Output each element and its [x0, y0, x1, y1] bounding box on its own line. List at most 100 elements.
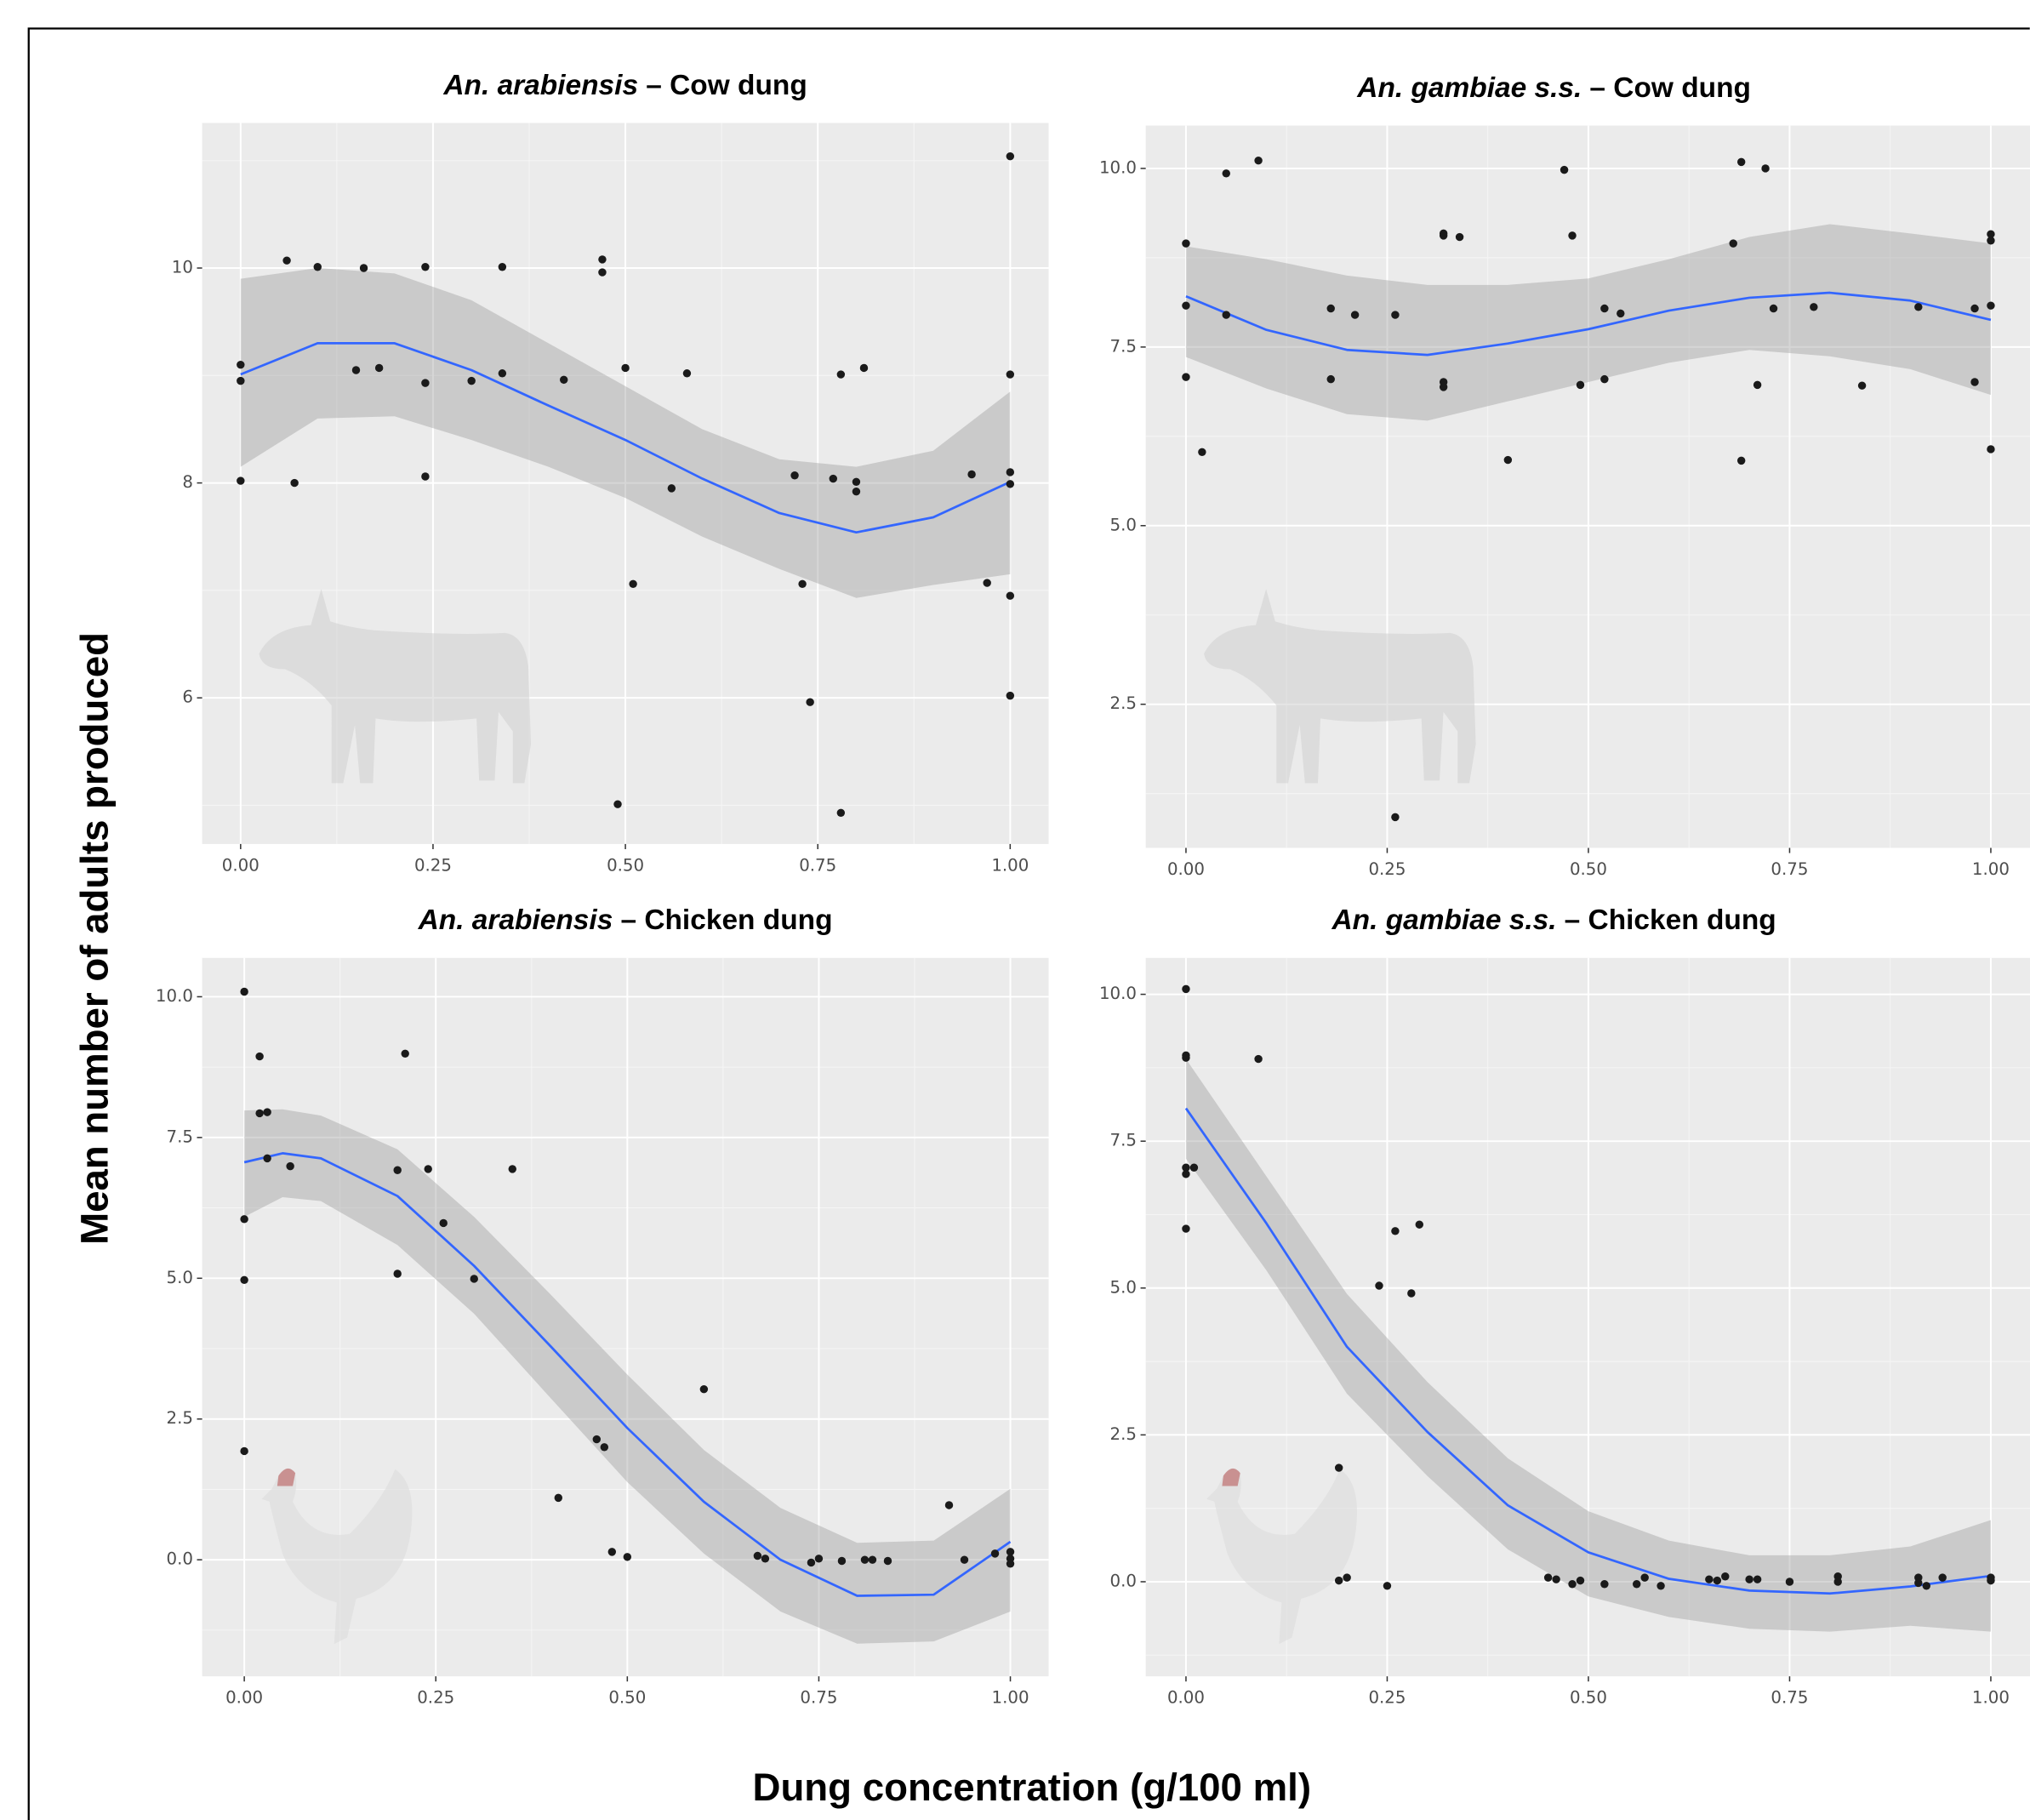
data-point	[683, 369, 691, 377]
data-point	[1560, 166, 1568, 174]
panel-title-species: An. arabiensis	[442, 70, 638, 101]
y-tick-label: 2.5	[1110, 1424, 1137, 1444]
y-tick-label: 7.5	[167, 1127, 193, 1146]
x-tick-label: 0.25	[1368, 859, 1406, 879]
data-point	[421, 263, 429, 271]
data-point	[1254, 1055, 1262, 1063]
data-point	[1456, 233, 1463, 241]
data-point	[1753, 381, 1761, 389]
data-point	[1006, 1560, 1014, 1567]
y-tick-label: 0.0	[1110, 1571, 1137, 1590]
data-point	[1970, 378, 1978, 385]
data-point	[1600, 1580, 1608, 1588]
page: {"xlabel": "Dung concentration (g/100 ml…	[0, 0, 2030, 1820]
data-point	[237, 377, 244, 385]
data-point	[798, 580, 806, 588]
data-point	[1182, 1053, 1189, 1061]
x-tick-label: 0.50	[1570, 1687, 1607, 1707]
y-tick-label: 2.5	[1110, 693, 1137, 713]
data-point	[1416, 1221, 1423, 1229]
data-point	[807, 1559, 815, 1566]
data-point	[983, 579, 990, 586]
y-tick-label: 6	[182, 687, 193, 707]
data-point	[1970, 305, 1978, 312]
data-point	[314, 263, 322, 271]
x-axis-label: Dung concentration (g/100 ml)	[752, 1766, 1311, 1809]
x-tick-label: 0.50	[1570, 859, 1607, 879]
panel-title: An. gambiae s.s.– Chicken dung	[1331, 904, 1776, 936]
data-point	[1182, 1224, 1189, 1232]
data-point	[1391, 813, 1399, 821]
data-point	[1568, 1580, 1576, 1588]
data-point	[1182, 373, 1189, 380]
panel-title: An. gambiae s.s.– Cow dung	[1356, 72, 1751, 104]
panel-title: An. arabiensis– Chicken dung	[418, 904, 833, 936]
data-point	[1327, 375, 1335, 383]
data-point	[598, 268, 606, 276]
data-point	[240, 1447, 248, 1455]
data-point	[1914, 1579, 1922, 1587]
x-tick-label: 0.00	[225, 1687, 263, 1707]
data-point	[1938, 1573, 1946, 1581]
data-point	[263, 1155, 271, 1162]
data-point	[421, 472, 429, 480]
data-point	[1343, 1573, 1350, 1581]
x-tick-label: 0.50	[608, 1687, 646, 1707]
data-point	[1440, 230, 1447, 237]
x-tick-label: 1.00	[992, 1687, 1029, 1707]
y-tick-label: 2.5	[167, 1408, 193, 1428]
data-point	[467, 377, 475, 385]
data-point	[1923, 1582, 1930, 1589]
data-point	[1006, 591, 1014, 599]
data-point	[1737, 457, 1745, 465]
data-point	[560, 376, 567, 384]
data-point	[499, 263, 506, 271]
data-point	[1810, 303, 1817, 311]
data-point	[1182, 301, 1189, 309]
data-point	[852, 488, 860, 495]
data-point	[1577, 1577, 1584, 1584]
data-point	[869, 1555, 876, 1563]
y-tick-label: 10.0	[156, 986, 193, 1006]
data-point	[1391, 1227, 1399, 1235]
data-point	[608, 1548, 616, 1555]
data-point	[1198, 448, 1206, 456]
data-point	[282, 256, 290, 264]
data-point	[1375, 1281, 1383, 1289]
data-point	[1657, 1582, 1664, 1589]
data-point	[1737, 158, 1745, 166]
x-tick-label: 1.00	[1972, 1687, 2010, 1707]
data-point	[1745, 1576, 1753, 1583]
data-point	[1770, 305, 1777, 312]
panel-title: An. arabiensis – Cow dung	[442, 70, 807, 101]
data-point	[1335, 1463, 1343, 1471]
data-point	[499, 369, 506, 377]
y-tick-label: 5.0	[1110, 515, 1137, 534]
y-tick-label: 10.0	[1099, 157, 1137, 177]
data-point	[1914, 303, 1922, 311]
data-point	[509, 1165, 516, 1172]
data-point	[1730, 239, 1737, 247]
y-tick-label: 5.0	[167, 1268, 193, 1287]
x-tick-label: 0.25	[417, 1687, 454, 1707]
data-point	[1753, 1576, 1761, 1583]
panel-title-dung: – Cow dung	[1589, 72, 1751, 104]
data-point	[830, 475, 837, 482]
panel-title-species: An. arabiensis	[418, 904, 613, 936]
data-point	[1786, 1578, 1793, 1585]
data-point	[1633, 1580, 1640, 1588]
data-point	[360, 264, 368, 271]
data-point	[1254, 157, 1262, 164]
data-point	[352, 366, 360, 374]
data-point	[961, 1555, 968, 1563]
data-point	[593, 1435, 601, 1443]
data-point	[700, 1385, 708, 1393]
data-point	[1858, 381, 1866, 389]
data-point	[375, 364, 383, 372]
data-point	[1987, 237, 1994, 244]
panel-title-dung: – Cow dung	[646, 70, 807, 101]
data-point	[815, 1555, 823, 1562]
panel-title-dung: – Chicken dung	[620, 904, 832, 936]
